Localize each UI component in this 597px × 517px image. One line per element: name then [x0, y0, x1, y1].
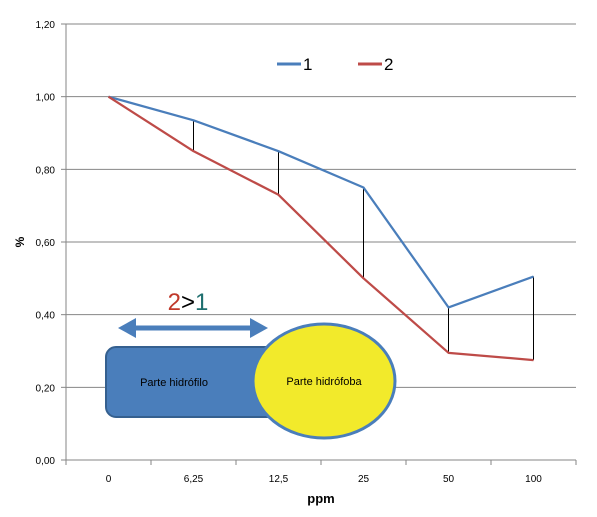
y-tick-labels: 0,00 0,20 0,40 0,60 0,80 1,00 1,20	[36, 20, 56, 467]
comparison-operator: >	[181, 289, 195, 316]
y-axis-label: %	[13, 236, 27, 247]
y-tick-label: 0,20	[36, 383, 56, 394]
hydrophobic-label: Parte hidrófoba	[286, 376, 362, 388]
molecule-annotation: 2>1 Parte hidrófilo Parte hidrófoba	[105, 289, 397, 440]
difference-lines	[193, 120, 534, 361]
y-tick-label: 1,00	[36, 93, 56, 104]
legend-label-1: 1	[303, 55, 312, 74]
y-tick-label: 0,00	[36, 456, 56, 467]
x-tick-label: 25	[358, 474, 370, 485]
comparison-left: 2	[168, 289, 181, 316]
hydrophilic-label: Parte hidrófilo	[140, 377, 208, 389]
y-tick-label: 0,80	[36, 165, 56, 176]
x-tick-label: 0	[106, 474, 112, 485]
x-tick-label: 6,25	[184, 474, 204, 485]
y-tick-label: 1,20	[36, 20, 56, 31]
series-1-line	[108, 95, 534, 309]
series-2-line	[107, 95, 534, 362]
x-axis-label: ppm	[307, 491, 334, 506]
y-tick-label: 0,40	[36, 311, 56, 322]
comparison-label: 2>1	[168, 289, 209, 316]
x-tick-label: 100	[525, 474, 542, 485]
x-tick-label: 50	[443, 474, 455, 485]
series-lines	[107, 95, 534, 362]
legend-label-2: 2	[384, 55, 393, 74]
x-tick-label: 12,5	[269, 474, 289, 485]
double-arrow-icon	[118, 318, 268, 338]
comparison-right: 1	[195, 289, 208, 316]
y-tick-label: 0,60	[36, 238, 56, 249]
hydrophobic-part-shape	[251, 322, 397, 440]
x-tick-labels: 0 6,25 12,5 25 50 100	[65, 460, 577, 485]
